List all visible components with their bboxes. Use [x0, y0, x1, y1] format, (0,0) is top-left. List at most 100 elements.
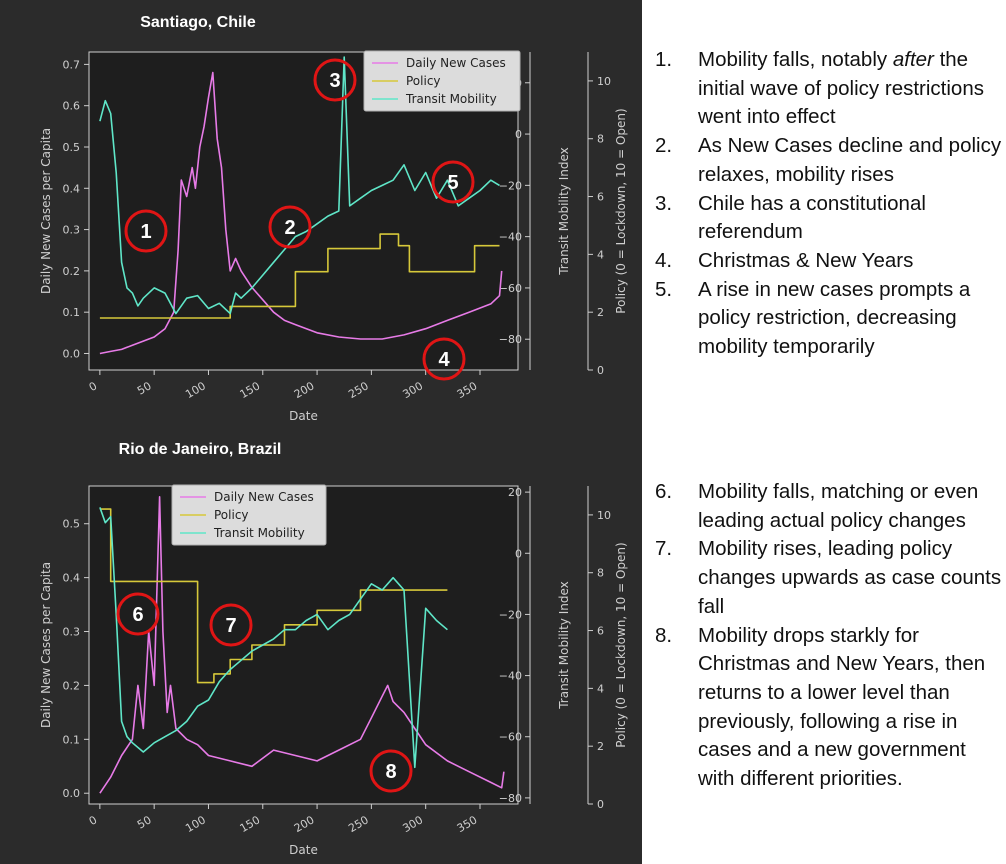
legend: Daily New Cases Policy Transit Mobility [171, 484, 327, 546]
right-axis-label: Policy (0 = Lockdown, 10 = Open) [614, 542, 628, 747]
y-tick-label: 0.6 [63, 100, 81, 113]
mid-tick-label: −80 [499, 333, 522, 346]
santiago-note-3: 3. Chile has a constitutional referendum [655, 190, 1005, 247]
note-text: Christmas & New Years [698, 248, 914, 272]
y-axis-label: Daily New Cases per Capita [39, 128, 53, 294]
x-tick-label: 150 [238, 379, 263, 401]
x-tick-label: 200 [292, 379, 317, 401]
annotation-8: 8 [369, 749, 413, 793]
right-tick-label: 8 [597, 133, 604, 146]
x-tick-label: 50 [135, 379, 154, 397]
santiago-note-2: 2. As New Cases decline and policy relaxe… [655, 132, 1005, 189]
series-policy [99, 233, 500, 319]
x-tick-label: 100 [183, 813, 208, 835]
right-tick-label: 4 [597, 248, 604, 261]
legend-box [171, 484, 327, 546]
mid-tick-label: 0 [515, 128, 522, 141]
mid-tick-label: 0 [515, 547, 522, 560]
right-tick-label: 10 [597, 509, 611, 522]
y-tick-label: 0.4 [63, 572, 81, 585]
legend-label: Policy [214, 508, 249, 522]
y-tick-label: 0.2 [63, 265, 81, 278]
x-tick-label: 0 [87, 379, 100, 394]
mid-axis-label: Transit Mobility Index [557, 147, 571, 276]
note-number: 7. [655, 537, 673, 561]
y-tick-label: 0.0 [63, 787, 81, 800]
santiago-note-4: 4. Christmas & New Years [655, 247, 1005, 276]
y-axis-label: Daily New Cases per Capita [39, 562, 53, 728]
x-axis-label: Date [289, 843, 318, 857]
series-group [99, 495, 505, 794]
right-tick-label: 4 [597, 682, 604, 695]
annotation-circle [369, 749, 413, 793]
annotation-number: 1 [140, 221, 151, 243]
chart-title: Santiago, Chile [140, 14, 256, 31]
annotation-number: 7 [225, 615, 236, 637]
annotation-number: 3 [329, 70, 340, 92]
annotation-circle [268, 205, 312, 249]
note-number: 4. [655, 248, 673, 272]
right-tick-label: 10 [597, 75, 611, 88]
note-text: Chile has a constitutional referendum [698, 191, 926, 244]
right-tick-label: 0 [597, 798, 604, 811]
note-number: 5. [655, 277, 673, 301]
right-tick-label: 6 [597, 191, 604, 204]
annotation-2: 2 [268, 205, 312, 249]
annotation-circle [422, 337, 466, 381]
annotation-1: 1 [124, 209, 168, 253]
x-tick-label: 150 [238, 813, 263, 835]
annotation-circle [431, 160, 475, 204]
y-tick-label: 0.3 [63, 224, 81, 237]
y-tick-label: 0.1 [63, 306, 81, 319]
y-tick-label: 0.3 [63, 626, 81, 639]
x-axis-label: Date [289, 409, 318, 423]
annotation-number: 8 [385, 761, 396, 783]
annotation-3: 3 [313, 58, 357, 102]
note-text: Mobility falls, matching or even leading… [698, 480, 979, 532]
right-axis-label: Policy (0 = Lockdown, 10 = Open) [614, 108, 628, 313]
mid-tick-label: −20 [499, 179, 522, 192]
rio-note-3: 8. Mobility drops starkly for Christmas a… [655, 622, 1005, 794]
mid-tick-label: −60 [499, 731, 522, 744]
mid-tick-label: −80 [499, 792, 522, 805]
annotation-4: 4 [422, 337, 466, 381]
legend: Daily New Cases Policy Transit Mobility [363, 50, 521, 112]
x-tick-label: 350 [455, 379, 480, 401]
x-tick-label: 0 [87, 813, 100, 828]
note-text: As New Cases decline and policy relaxes,… [698, 134, 1002, 186]
notes-list-rio: 6. Mobility falls, matching or even leadi… [655, 478, 1005, 794]
santiago-note-5: 5. A rise in new cases prompts a policy r… [655, 276, 1005, 362]
y-tick-label: 0.4 [63, 182, 81, 195]
annotation-7: 7 [209, 603, 253, 647]
annotation-circle [209, 603, 253, 647]
legend-label: Daily New Cases [214, 490, 314, 504]
mid-tick-label: −40 [499, 670, 522, 683]
legend-label: Transit Mobility [405, 92, 497, 106]
chart-title: Rio de Janeiro, Brazil [119, 441, 282, 458]
x-tick-label: 250 [346, 813, 371, 835]
x-tick-label: 300 [400, 813, 425, 835]
legend-label: Daily New Cases [406, 56, 506, 70]
santiago-note-1: 1. Mobility falls, notably after the init… [655, 46, 1005, 132]
x-tick-label: 250 [346, 379, 371, 401]
mid-tick-label: −60 [499, 282, 522, 295]
series-transit-mobility [99, 507, 448, 769]
note-number: 2. [655, 134, 673, 158]
series-daily-new-cases [99, 71, 503, 355]
legend-box [363, 50, 521, 112]
series-transit-mobility [99, 56, 500, 315]
x-tick-label: 50 [135, 813, 154, 831]
note-text: A rise in new cases prompts a policy res… [698, 277, 971, 359]
note-text: Mobility drops starkly for Christmas and… [698, 623, 986, 791]
rio-note-1: 6. Mobility falls, matching or even leadi… [655, 478, 1005, 535]
annotation-number: 6 [132, 604, 143, 626]
right-tick-label: 6 [597, 625, 604, 638]
legend-label: Policy [406, 74, 441, 88]
annotation-number: 5 [447, 172, 458, 194]
x-tick-label: 350 [455, 813, 480, 835]
legend-label: Transit Mobility [213, 526, 305, 540]
note-number: 3. [655, 191, 673, 215]
annotation-6: 6 [116, 592, 160, 636]
